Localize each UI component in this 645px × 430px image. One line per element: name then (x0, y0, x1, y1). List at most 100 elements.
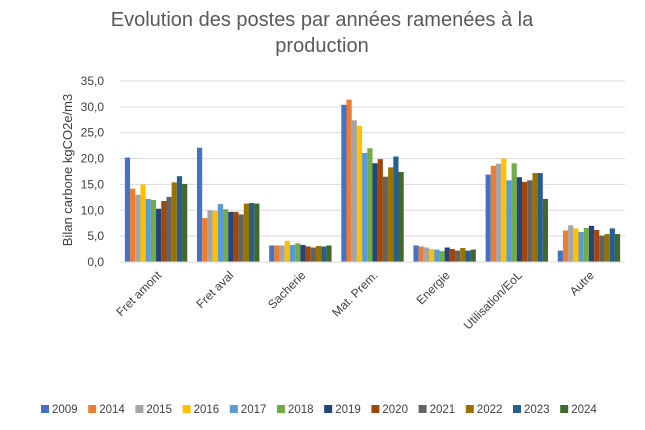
bar-2024-6 (542, 198, 548, 262)
legend-swatch-2023 (513, 405, 521, 413)
legend-swatch-2009 (41, 405, 49, 413)
bar-2021-1 (166, 196, 172, 262)
legend-label: 2016 (194, 404, 220, 416)
bar-2021-3 (310, 247, 316, 262)
legend-label: 2017 (241, 404, 267, 416)
y-tick-label: 15,0 (81, 177, 105, 191)
bar-2017-1 (145, 198, 151, 262)
legend-label: 2018 (288, 404, 314, 416)
bar-2017-2 (217, 204, 224, 262)
bar-2015-7 (568, 225, 574, 262)
bar-2020-1 (161, 200, 167, 262)
bar-2009-2 (197, 147, 203, 262)
bar-2017-5 (434, 249, 440, 262)
x-tick-label: Autre (567, 268, 597, 298)
chart-title-line-2: production (275, 35, 368, 57)
bar-2024-2 (254, 203, 260, 262)
bar-2023-3 (321, 246, 327, 262)
bar-2023-7 (609, 228, 615, 262)
bar-2015-6 (495, 163, 502, 262)
bar-2022-3 (315, 245, 322, 262)
legend-swatch-2015 (135, 405, 144, 413)
legend-swatch-2018 (277, 405, 285, 413)
bar-2018-4 (367, 148, 373, 262)
bar-2022-4 (388, 167, 394, 262)
bar-2023-4 (393, 156, 399, 262)
bar-2023-5 (465, 250, 471, 262)
legend-label: 2009 (52, 404, 78, 416)
bar-2016-6 (501, 158, 507, 262)
bar-2016-5 (429, 249, 435, 262)
legend-swatch-2024 (560, 405, 569, 413)
y-axis-label: Bilan carbone kgCO2e/m3 (60, 94, 75, 246)
legend-swatch-2014 (88, 405, 97, 413)
bar-2009-4 (341, 104, 347, 262)
legend-label: 2019 (335, 404, 361, 416)
bar-2022-5 (460, 248, 466, 262)
bar-2016-1 (140, 184, 146, 262)
bar-2016-3 (284, 240, 290, 262)
x-tick-label: Energie (414, 268, 453, 307)
y-tick-label: 30,0 (81, 100, 105, 114)
bar-2018-2 (223, 209, 229, 262)
x-tick-label: Fret amont (113, 268, 164, 319)
legend-label: 2023 (524, 404, 550, 416)
bar-2019-7 (588, 225, 595, 262)
bar-2009-1 (124, 157, 131, 262)
bar-2014-6 (490, 165, 496, 262)
bar-2023-2 (249, 203, 255, 262)
bar-2020-3 (305, 246, 311, 262)
bar-2015-2 (207, 210, 213, 262)
y-tick-label: 25,0 (81, 126, 105, 140)
bar-2023-6 (537, 173, 543, 262)
bar-2019-1 (156, 208, 162, 262)
bar-2024-5 (470, 249, 476, 262)
legend-swatch-2020 (371, 405, 380, 413)
legend-swatch-2019 (324, 405, 333, 413)
bar-2022-2 (243, 203, 250, 262)
legend: 2009 2014 2015 2016 2017 2018 2019 2020 2021 2022… (41, 404, 597, 416)
bar-2009-5 (413, 245, 419, 262)
bar-2024-1 (182, 183, 188, 262)
legend-label: 2024 (571, 404, 597, 416)
bar-2018-5 (439, 251, 445, 262)
bar-2009-3 (269, 245, 275, 262)
bar-2019-2 (228, 211, 234, 262)
bar-2024-4 (398, 172, 404, 262)
legend-label: 2022 (477, 404, 503, 416)
bar-2017-3 (289, 244, 296, 262)
x-tick-label: Fret aval (193, 268, 236, 311)
legend-swatch-2016 (182, 405, 191, 413)
legend-label: 2015 (146, 404, 172, 416)
bar-2018-6 (511, 163, 517, 262)
legend-label: 2021 (430, 404, 456, 416)
chart-title-line-1: Evolution des postes par années ramenées… (111, 9, 534, 31)
bar-2016-4 (356, 125, 363, 263)
legend-swatch-2017 (229, 405, 238, 413)
bar-2021-2 (238, 214, 244, 262)
legend-swatch-2021 (418, 405, 427, 413)
bar-2024-3 (326, 245, 332, 262)
bar-2020-2 (233, 211, 239, 262)
x-tick-label: Utilisation/EoL (461, 268, 525, 332)
bar-2017-7 (578, 232, 584, 262)
bar-2019-4 (372, 163, 378, 262)
bar-2022-7 (604, 234, 610, 262)
bar-2021-7 (599, 235, 605, 262)
legend-swatch-2022 (465, 405, 474, 413)
y-tick-label: 10,0 (81, 203, 105, 217)
bar-2009-6 (485, 174, 491, 262)
bar-2020-4 (377, 159, 383, 262)
bar-2015-1 (135, 194, 141, 262)
bar-2022-1 (171, 182, 177, 262)
bar-2014-1 (130, 188, 136, 262)
bar-2017-6 (506, 180, 512, 262)
bar-2015-4 (351, 120, 357, 262)
x-axis-ticks: Fret amont Fret aval Sacherie Mat. Prem. Ene… (113, 268, 597, 333)
bar-2021-5 (455, 250, 461, 262)
bar-2014-3 (274, 245, 280, 262)
legend-label: 2014 (99, 404, 125, 416)
bar-2021-6 (527, 180, 533, 262)
bar-2014-5 (418, 246, 424, 262)
